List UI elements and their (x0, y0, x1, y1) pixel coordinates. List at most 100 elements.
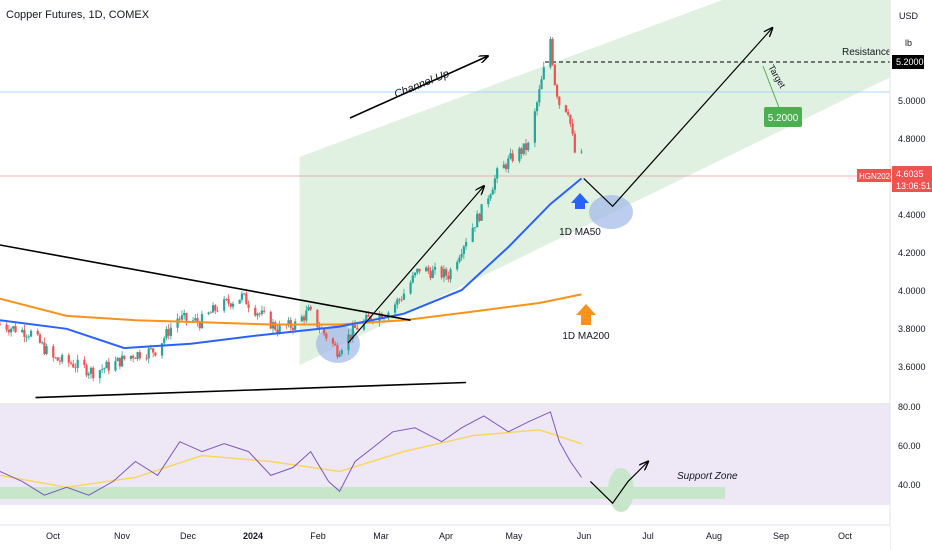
last-price-badge (892, 166, 932, 192)
candle-body (496, 168, 499, 179)
candle-body (23, 329, 26, 338)
candle-body (524, 143, 528, 151)
time-tick-dec: Dec (180, 531, 197, 541)
candle-body (409, 282, 412, 294)
candle-body (411, 275, 414, 283)
candle-body (238, 299, 241, 304)
candle-body (322, 328, 326, 334)
candle-body (14, 326, 17, 333)
candle-body (447, 275, 450, 280)
candle-body (176, 318, 179, 328)
candle-body (105, 361, 108, 369)
candle-body (551, 39, 554, 65)
candle-body (167, 328, 170, 336)
candle-body (365, 314, 368, 321)
candle-body (340, 350, 343, 354)
channel-up-arrow (349, 56, 488, 119)
candle-body (291, 327, 295, 330)
triangle-upper-line (0, 244, 411, 321)
time-tick-jul: Jul (642, 531, 654, 541)
symbol-title[interactable]: Copper Futures, 1D, COMEX (6, 9, 150, 21)
candle-body (571, 123, 574, 134)
ma50-line (0, 177, 583, 350)
candle-body (114, 361, 117, 371)
candle-body (533, 111, 536, 143)
triangle-lower-line (35, 381, 467, 399)
price-tick-4.8000: 4.8000 (898, 134, 926, 144)
candle-body (21, 329, 24, 333)
candle-body (564, 105, 568, 113)
candle-body (216, 310, 219, 312)
candle-body (183, 313, 186, 316)
resistance-price-badge (892, 55, 924, 69)
time-tick-nov: Nov (114, 531, 131, 541)
candle-body (83, 359, 86, 366)
candle-body (398, 299, 401, 301)
candle-body (123, 355, 126, 359)
candle-body (402, 293, 406, 300)
rally-arrow (347, 186, 484, 344)
candle-body (396, 299, 399, 305)
candle-body (487, 198, 490, 205)
candle-body (107, 361, 110, 371)
candle-body (98, 370, 101, 379)
candle-body (5, 324, 8, 330)
candle-body (400, 299, 403, 301)
candle-body (473, 227, 477, 229)
candle-body (69, 362, 73, 364)
unit-label[interactable]: lb (904, 38, 912, 48)
candle-body (287, 320, 290, 326)
candle-body (462, 246, 465, 255)
currency-label[interactable]: USD (898, 11, 918, 21)
candle-body (549, 39, 552, 68)
rsi-ma-line (0, 429, 582, 489)
resistance-label: Resistance 1 (842, 47, 900, 58)
target-value-badge (764, 107, 802, 127)
candle-body (191, 320, 195, 322)
candle-body (460, 254, 463, 258)
rsi-tick-40: 40.00 (898, 480, 921, 490)
candle-body (229, 303, 232, 307)
candle-body (351, 325, 354, 339)
candle-body (567, 112, 570, 115)
candle-body (100, 369, 104, 371)
candle-body (169, 327, 172, 336)
candle-body (433, 266, 437, 270)
rsi-support-circle (608, 468, 634, 512)
time-tick-aug: Aug (706, 531, 722, 541)
candle-body (509, 153, 512, 159)
price-tick-4.2000: 4.2000 (898, 248, 926, 258)
candle-body (152, 348, 155, 353)
candle-body (160, 343, 164, 356)
price-tick-4.0000: 4.0000 (898, 286, 926, 296)
time-tick-oct-2024: Oct (838, 531, 853, 541)
candle-body (558, 96, 561, 106)
ma200-label: 1D MA200 (562, 331, 610, 342)
time-tick-2024: 2024 (243, 531, 263, 541)
candle-body (12, 326, 15, 329)
candle-body (36, 330, 39, 335)
time-axis[interactable]: Oct Nov Dec 2024 Feb Mar Apr May Jun Jul… (0, 524, 890, 550)
time-axis-background (0, 525, 890, 550)
ma200-up-arrow-icon (576, 304, 596, 325)
candle-body (269, 311, 272, 329)
candle-body (464, 241, 468, 247)
candle-body (309, 306, 312, 310)
candle-body (138, 352, 141, 359)
candle-body (27, 336, 30, 338)
price-axis[interactable]: 5.0000 4.8000 4.4000 4.2000 4.0000 3.800… (857, 0, 932, 550)
candle-body (103, 368, 106, 370)
candle-body (542, 67, 545, 80)
candle-body (527, 142, 530, 151)
candle-body (10, 328, 13, 333)
candle-body (147, 348, 150, 359)
candle-body (520, 148, 523, 154)
rsi-tick-60: 60.00 (898, 441, 921, 451)
candle-body (87, 373, 90, 376)
candle-body (349, 334, 352, 339)
candle-body (369, 316, 372, 321)
candle-body (200, 314, 204, 329)
candle-body (129, 355, 133, 359)
candle-body (569, 114, 572, 124)
countdown-text: 13:06:51 (896, 181, 931, 191)
